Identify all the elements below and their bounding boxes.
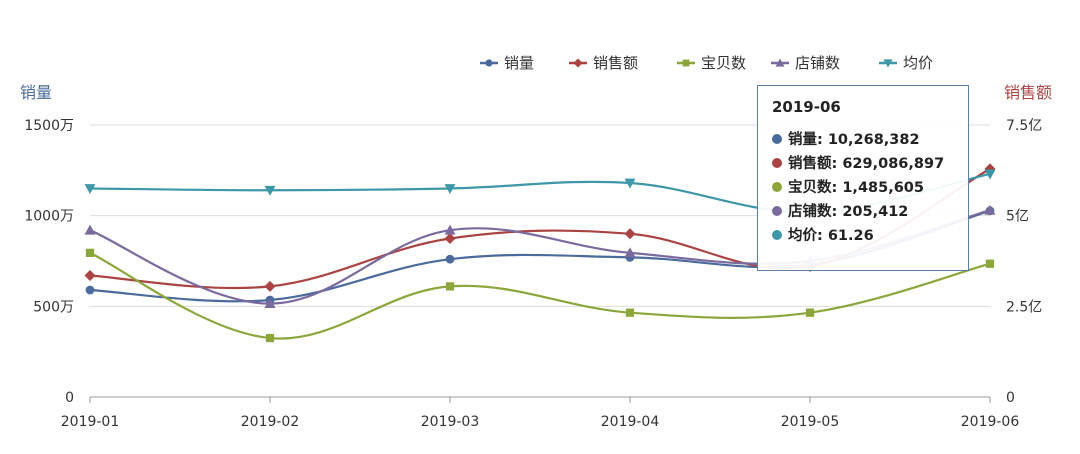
legend-item[interactable]: 销量 — [480, 54, 534, 72]
data-point[interactable] — [625, 308, 635, 317]
right-tick-label: 7.5亿 — [1006, 118, 1042, 134]
series-line — [89, 251, 991, 340]
data-point[interactable] — [264, 298, 276, 309]
tooltip-dot — [772, 230, 782, 240]
legend-label: 店铺数 — [795, 54, 840, 72]
right-axis-title: 销售额 — [1004, 83, 1052, 102]
legend-swatch-marker[interactable] — [573, 58, 583, 68]
tooltip-row: 均价: 61.26 — [772, 224, 954, 248]
left-tick-label: 1000万 — [24, 209, 74, 225]
x-tick-label: 2019-05 — [781, 414, 840, 430]
tooltip-row: 店铺数: 205,412 — [772, 200, 954, 224]
data-point[interactable] — [84, 184, 96, 194]
data-point[interactable] — [444, 224, 456, 235]
tooltip-row-text: 销量: 10,268,382 — [788, 132, 920, 148]
data-point[interactable] — [624, 178, 636, 189]
data-point[interactable] — [984, 204, 996, 215]
legend[interactable]: 销量 销售额 宝贝数 店铺数 均价 — [480, 54, 933, 72]
data-point[interactable] — [624, 247, 636, 258]
left-axis-title: 销量 — [20, 83, 52, 102]
legend-item[interactable]: 均价 — [879, 54, 933, 72]
tooltip-row: 宝贝数: 1,485,605 — [772, 176, 954, 200]
right-tick-label: 2.5亿 — [1006, 299, 1042, 315]
data-point[interactable] — [264, 185, 276, 196]
legend-label: 销售额 — [593, 54, 638, 72]
data-point[interactable] — [444, 233, 456, 245]
x-tick-label: 2019-02 — [241, 414, 300, 430]
tooltip-dot — [772, 206, 782, 216]
tooltip-title: 2019-06 — [772, 98, 841, 116]
data-point[interactable] — [265, 333, 275, 343]
x-tick-label: 2019-03 — [421, 414, 480, 430]
legend-swatch-marker[interactable] — [682, 59, 690, 67]
tooltip-dot — [772, 134, 782, 144]
data-point[interactable] — [985, 259, 995, 268]
tooltip-rows: 销量: 10,268,382 销售额: 629,086,897 宝贝数: 1,485… — [772, 128, 954, 248]
data-point[interactable] — [264, 280, 276, 292]
right-tick-label: 5亿 — [1006, 209, 1029, 225]
legend-item[interactable]: 店铺数 — [771, 54, 840, 72]
x-tick-label: 2019-01 — [61, 414, 120, 430]
right-tick-label: 0 — [1006, 390, 1015, 406]
data-point[interactable] — [84, 270, 96, 282]
legend-label: 宝贝数 — [701, 54, 746, 72]
tooltip-row: 销量: 10,268,382 — [772, 128, 954, 152]
x-tick-label: 2019-04 — [601, 414, 660, 430]
data-point[interactable] — [444, 184, 456, 194]
legend-swatch-marker[interactable] — [883, 59, 893, 68]
axes: 销量 销售额 0 500万 1000万 1500万 0 2.5亿 5亿 7.5亿 2019-01… — [20, 83, 1052, 430]
tooltip: 2019-06 销量: 10,268,382 销售额: 629,086,897 宝贝… — [757, 85, 969, 271]
legend-item[interactable]: 销售额 — [569, 54, 638, 72]
left-tick-label: 500万 — [33, 299, 74, 315]
x-tick-label: 2019-06 — [961, 414, 1020, 430]
data-point[interactable] — [445, 254, 455, 264]
data-point[interactable] — [84, 224, 96, 235]
data-point[interactable] — [85, 248, 95, 257]
tooltip-dot — [772, 158, 782, 168]
tooltip-row-text: 销售额: 629,086,897 — [788, 156, 945, 172]
tooltip-dot — [772, 182, 782, 192]
tooltip-row-text: 店铺数: 205,412 — [788, 204, 909, 220]
data-point[interactable] — [624, 228, 636, 240]
tooltip-row-text: 均价: 61.26 — [788, 228, 874, 244]
series-2 — [85, 248, 995, 343]
data-point[interactable] — [445, 282, 455, 291]
legend-swatch-marker[interactable] — [485, 59, 493, 67]
data-point[interactable] — [984, 169, 996, 180]
legend-label: 销量 — [504, 54, 534, 72]
data-point[interactable] — [805, 308, 815, 317]
legend-swatch-marker[interactable] — [775, 58, 785, 67]
left-tick-label: 0 — [65, 390, 74, 406]
data-point[interactable] — [85, 285, 95, 295]
left-tick-label: 1500万 — [24, 118, 74, 134]
tooltip-row-text: 宝贝数: 1,485,605 — [788, 180, 924, 196]
tooltip-row: 销售额: 629,086,897 — [772, 152, 954, 176]
legend-item[interactable]: 宝贝数 — [677, 54, 746, 72]
legend-label: 均价 — [903, 54, 933, 72]
